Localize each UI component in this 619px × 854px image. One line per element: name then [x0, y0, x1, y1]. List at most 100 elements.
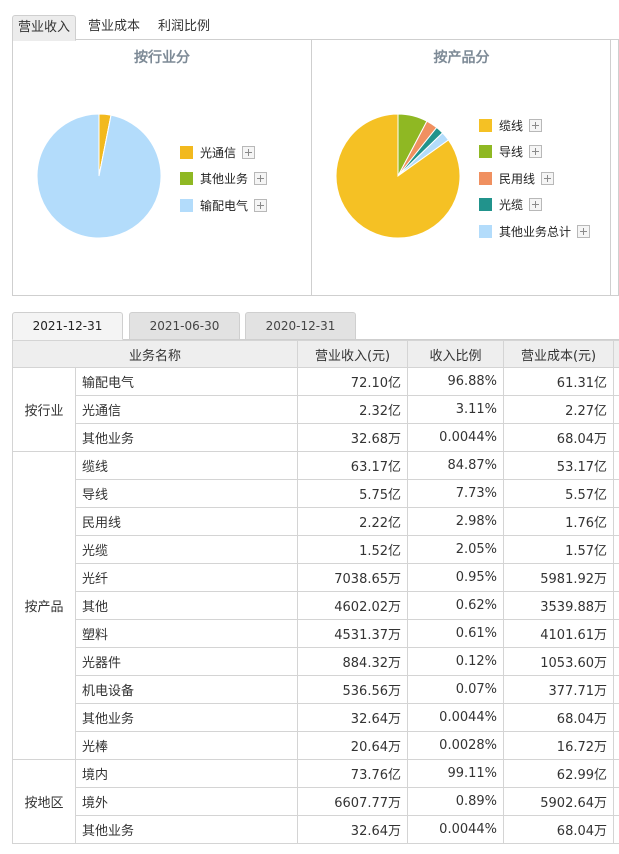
expand-plus-icon[interactable]: [529, 198, 543, 212]
legend-item-civil-wire: 民用线: [479, 165, 590, 192]
legend-item-other-total: 其他业务总计: [479, 218, 591, 245]
cost-cell: 1053.60万: [503, 647, 615, 676]
product-legend: 缆线 导线 民用线 光缆 其他业务总计: [479, 112, 591, 245]
revenue-cell: 32.64万: [297, 703, 409, 732]
tab-period-2021-06-30[interactable]: 2021-06-30: [129, 312, 240, 340]
expand-plus-icon[interactable]: [577, 224, 591, 238]
legend-label: 其他业务总计: [499, 224, 572, 239]
cost-cell: 5.57亿: [503, 479, 615, 508]
cost-cell: 5981.92万: [503, 563, 615, 592]
cost-cell: 4101.61万: [503, 619, 615, 648]
group-label: 按产品: [12, 451, 76, 760]
ratio-cell: 0.89%: [407, 787, 505, 816]
business-name-cell: 光棒: [74, 731, 299, 760]
overflow-cell: [613, 535, 619, 564]
legend-swatch: [180, 172, 193, 186]
table-row: 境外 6607.77万 0.89% 5902.64万: [13, 787, 619, 816]
legend-label: 光通信: [200, 145, 237, 160]
ratio-cell: 96.88%: [407, 367, 505, 396]
table-row: 按地区 境内 73.76亿 99.11% 62.99亿: [12, 759, 619, 844]
table-row: 导线 5.75亿 7.73% 5.57亿: [13, 479, 619, 508]
overflow-cell: [613, 731, 619, 760]
ratio-cell: 0.0044%: [407, 423, 505, 452]
table-row: 光器件 884.32万 0.12% 1053.60万: [13, 647, 619, 676]
legend-label: 导线: [499, 145, 524, 160]
pie-slice[interactable]: [335, 113, 461, 239]
industry-chart-title: 按行业分: [134, 50, 190, 66]
header-cost: 营业成本(元): [503, 340, 615, 368]
tab-period-2021-12-31[interactable]: 2021-12-31: [12, 312, 123, 340]
industry-pie-chart: [36, 113, 162, 239]
ratio-cell: 0.0028%: [407, 731, 505, 760]
product-chart: 按产品分 缆线 导线 民用线 光缆 其他业务总计: [313, 40, 611, 296]
table-row: 其他业务 32.64万 0.0044% 68.04万: [13, 703, 619, 732]
overflow-cell: [613, 815, 619, 844]
legend-swatch: [479, 171, 492, 185]
business-name-cell: 光通信: [74, 395, 299, 424]
revenue-cell: 20.64万: [297, 731, 409, 760]
cost-cell: 377.71万: [503, 675, 615, 704]
legend-item-optical-comm: 光通信: [180, 139, 267, 166]
business-breakdown-table: 业务名称 营业收入(元) 收入比例 营业成本(元) 按行业 输配电气 72.10亿 9…: [11, 340, 619, 844]
cost-cell: 61.31亿: [503, 367, 615, 396]
tab-profit-ratio[interactable]: 利润比例: [157, 19, 210, 34]
table-row: 按产品 缆线 63.17亿 84.87% 53.17亿: [12, 451, 619, 760]
tab-revenue[interactable]: 营业收入: [12, 15, 76, 41]
ratio-cell: 0.62%: [407, 591, 505, 620]
legend-swatch: [479, 224, 492, 238]
business-name-cell: 境外: [74, 787, 299, 816]
business-name-cell: 机电设备: [74, 675, 299, 704]
table-row: 光通信 2.32亿 3.11% 2.27亿: [13, 395, 619, 424]
cost-cell: 68.04万: [503, 423, 615, 452]
ratio-cell: 0.12%: [407, 647, 505, 676]
cost-cell: 3539.88万: [503, 591, 615, 620]
tab-cost[interactable]: 营业成本: [87, 19, 140, 34]
business-name-cell: 导线: [74, 479, 299, 508]
legend-swatch: [180, 145, 193, 159]
legend-label: 缆线: [499, 118, 524, 133]
business-name-cell: 境内: [74, 759, 299, 788]
expand-plus-icon[interactable]: [254, 172, 268, 186]
legend-swatch: [479, 198, 492, 212]
legend-label: 光缆: [499, 198, 524, 213]
charts-panel: 按行业分 光通信 其他业务 输配电气 按产品分 缆线 导线 民用线 光缆 其他业…: [12, 40, 619, 296]
business-name-cell: 光器件: [74, 647, 299, 676]
overflow-cell: [613, 507, 619, 536]
period-tab-bar: 2021-12-31 2021-06-30 2020-12-31: [12, 312, 619, 340]
revenue-cell: 4602.02万: [297, 591, 409, 620]
table-row: 光棒 20.64万 0.0028% 16.72万: [13, 731, 619, 760]
cost-cell: 2.27亿: [503, 395, 615, 424]
business-name-cell: 其他: [74, 591, 299, 620]
expand-plus-icon[interactable]: [529, 145, 543, 159]
pie-slice[interactable]: [36, 113, 162, 239]
industry-legend: 光通信 其他业务 输配电气: [180, 139, 268, 219]
revenue-cell: 32.68万: [297, 423, 409, 452]
revenue-cell: 4531.37万: [297, 619, 409, 648]
header-business-name: 业务名称: [11, 340, 299, 368]
revenue-cell: 6607.77万: [297, 787, 409, 816]
product-pie-chart: [335, 113, 461, 239]
table-row: 其他 4602.02万 0.62% 3539.88万: [13, 591, 619, 620]
tab-period-2020-12-31[interactable]: 2020-12-31: [245, 312, 356, 340]
cost-cell: 68.04万: [503, 703, 615, 732]
revenue-cell: 1.52亿: [297, 535, 409, 564]
overflow-cell: [613, 647, 619, 676]
expand-plus-icon[interactable]: [529, 118, 543, 132]
business-name-cell: 输配电气: [74, 367, 299, 396]
cost-cell: 62.99亿: [503, 759, 615, 788]
legend-item-cable: 缆线: [479, 112, 590, 139]
business-name-cell: 其他业务: [74, 703, 299, 732]
expand-plus-icon[interactable]: [242, 145, 256, 159]
business-name-cell: 民用线: [74, 507, 299, 536]
expand-plus-icon[interactable]: [254, 198, 268, 212]
revenue-cell: 72.10亿: [297, 367, 409, 396]
table-row: 民用线 2.22亿 2.98% 1.76亿: [13, 507, 619, 536]
overflow-cell: [613, 451, 619, 480]
expand-plus-icon[interactable]: [541, 171, 555, 185]
legend-swatch: [479, 145, 492, 159]
overflow-cell: [613, 619, 619, 648]
revenue-cell: 884.32万: [297, 647, 409, 676]
table-row: 其他业务 32.68万 0.0044% 68.04万: [13, 423, 619, 452]
overflow-cell: [613, 703, 619, 732]
overflow-cell: [613, 423, 619, 452]
